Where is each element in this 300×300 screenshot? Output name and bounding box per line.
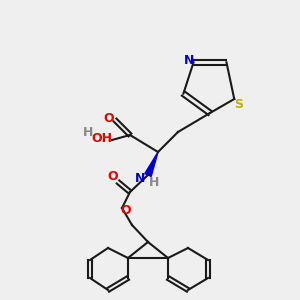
Text: S: S (234, 98, 243, 110)
Text: O: O (104, 112, 114, 124)
Text: H: H (83, 125, 93, 139)
Polygon shape (145, 152, 158, 176)
Text: N: N (135, 172, 145, 185)
Text: O: O (108, 170, 118, 184)
Text: O: O (121, 205, 131, 218)
Text: N: N (184, 54, 195, 67)
Text: OH: OH (92, 131, 112, 145)
Text: H: H (149, 176, 159, 190)
